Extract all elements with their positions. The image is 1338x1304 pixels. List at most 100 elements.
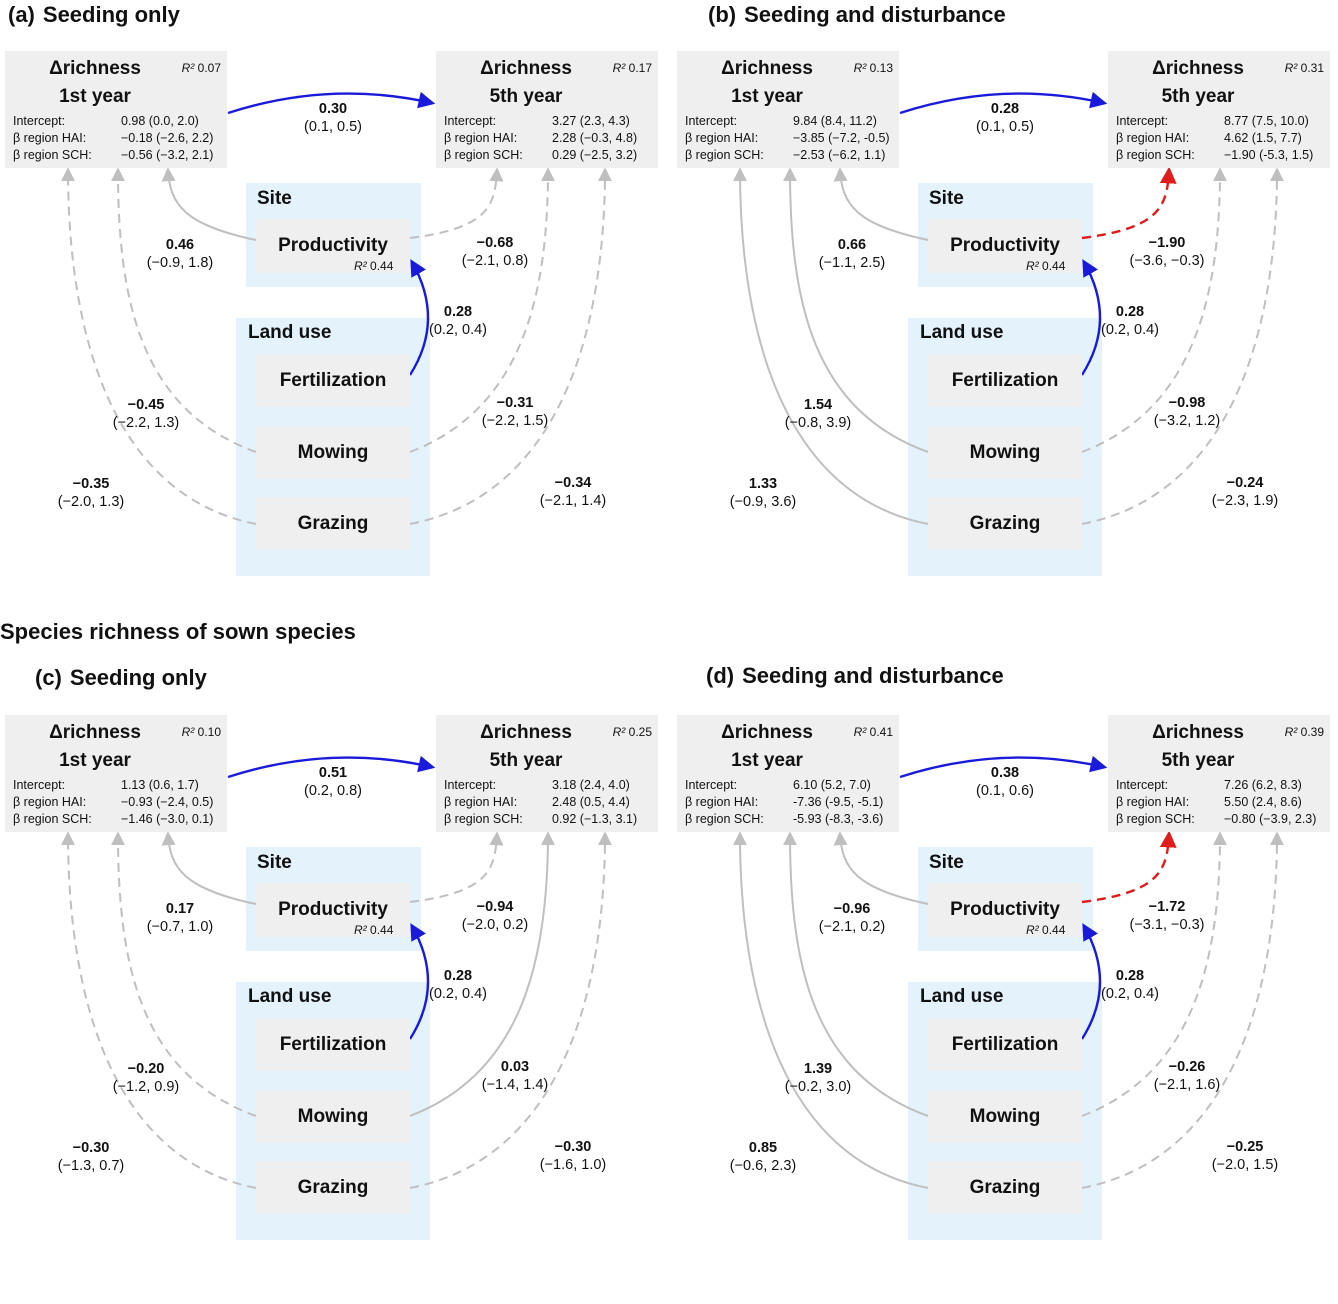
intercept-label: Intercept:: [13, 778, 66, 792]
path-graz-y5: [409, 831, 612, 1189]
sem-panel-a: (a) Seeding only Site Land use Δrichness 1…: [0, 0, 669, 640]
richness-year1-node: Δrichness 1st year R² 0.13 Intercept: 9.84…: [677, 51, 899, 168]
panel-title-text: Seeding and disturbance: [744, 2, 1006, 27]
productivity-r2: R² 0.44: [1026, 259, 1065, 273]
productivity-node: Productivity: [928, 883, 1082, 937]
path-prod-y5: [1081, 830, 1177, 904]
coef-ci: (0.1, 0.5): [303, 119, 363, 135]
coef-ci: (0.2, 0.4): [428, 986, 488, 1002]
fertilization-node: Fertilization: [928, 1018, 1082, 1071]
coef-ci: (0.1, 0.6): [975, 783, 1035, 799]
coef-ci: (−0.6, 2.3): [729, 1158, 797, 1174]
r2-prefix: R²: [181, 725, 195, 739]
path-y1-y5: [899, 91, 1108, 115]
coef-value: −0.68: [476, 235, 514, 251]
beta-hai-value: 2.28 (−0.3, 4.8): [552, 131, 638, 145]
coef-mow-y1: −0.45 (−2.2, 1.3): [91, 396, 201, 432]
coef-value: 1.39: [803, 1061, 833, 1077]
beta-hai-value: 5.50 (2.4, 8.6): [1224, 795, 1302, 809]
beta-sch-label: β region SCH:: [1116, 148, 1195, 162]
intercept-value: 6.10 (5.2, 7.0): [793, 778, 871, 792]
richness-year1-node: Δrichness 1st year R² 0.10 Intercept: 1.13…: [5, 715, 227, 832]
r2-number: 0.17: [628, 61, 652, 75]
mowing-node: Mowing: [256, 1090, 410, 1143]
path-arrows: [61, 91, 612, 525]
path-mow-y1: [111, 831, 257, 1117]
richness-year1-node: Δrichness 1st year R² 0.41 Intercept: 6.10…: [677, 715, 899, 832]
path-mow-y5: [1081, 831, 1227, 1117]
r2-prefix: R²: [354, 923, 367, 937]
land-use-label: Land use: [248, 986, 332, 1007]
coef-prod-y5: −1.72 (−3.1, −0.3): [1112, 898, 1222, 934]
r2-prefix: R²: [1026, 923, 1039, 937]
coef-mow-y5: −0.98 (−3.2, 1.2): [1132, 394, 1242, 430]
intercept-value: 3.27 (2.3, 4.3): [552, 114, 630, 128]
coef-value: −0.96: [833, 901, 871, 917]
coef-value: 0.28: [443, 304, 473, 320]
beta-hai-label: β region HAI:: [1116, 131, 1190, 145]
site-label: Site: [257, 188, 292, 209]
land-use-label: Land use: [920, 986, 1004, 1007]
richness-year5-node: Δrichness 5th year R² 0.39 Intercept: 7.26…: [1108, 715, 1330, 832]
mowing-node: Mowing: [928, 1090, 1082, 1143]
beta-hai-label: β region HAI:: [444, 795, 518, 809]
intercept-label: Intercept:: [685, 114, 738, 128]
year-label: 1st year: [731, 750, 803, 771]
r2-number: 0.25: [628, 725, 652, 739]
r2-value: R² 0.10: [182, 725, 221, 739]
coef-value: 0.28: [990, 101, 1020, 117]
model-stats: Intercept: 1.13 (0.6, 1.7) β region HAI: −…: [13, 777, 213, 828]
r2-number: 0.07: [197, 61, 221, 75]
path-graz-y5: [409, 167, 612, 525]
path-prod-y5: [409, 167, 504, 239]
coef-ci: (−0.9, 1.8): [146, 255, 214, 271]
coef-value: −0.35: [72, 476, 110, 492]
richness-year5-title: Δrichness 5th year: [1108, 55, 1288, 111]
year-label: 5th year: [1161, 750, 1235, 771]
coef-graz-y1: 1.33 (−0.9, 3.6): [708, 475, 818, 511]
path-graz-y1: [733, 831, 929, 1189]
r2-value: R² 0.13: [854, 61, 893, 75]
intercept-value: 1.13 (0.6, 1.7): [121, 778, 199, 792]
coef-graz-y5: −0.34 (−2.1, 1.4): [518, 474, 628, 510]
intercept-value: 0.98 (0.0, 2.0): [121, 114, 199, 128]
richness-label: Δrichness: [721, 58, 813, 79]
coef-ci: (−2.2, 1.5): [481, 413, 549, 429]
coef-value: 0.28: [1115, 304, 1145, 320]
path-fert-prod: [1080, 923, 1102, 1040]
r2-number: 0.44: [1042, 923, 1066, 937]
coef-value: 1.54: [803, 397, 833, 413]
coef-mow-y5: 0.03 (−1.4, 1.4): [460, 1058, 570, 1094]
coef-ci: (−2.1, 0.2): [818, 919, 886, 935]
coef-ci: (0.2, 0.8): [303, 783, 363, 799]
coef-value: −1.72: [1148, 899, 1186, 915]
path-prod-y5: [409, 831, 504, 903]
year-label: 1st year: [731, 86, 803, 107]
coef-value: 0.03: [500, 1059, 530, 1075]
coef-value: −0.94: [476, 899, 514, 915]
coef-value: 0.28: [443, 968, 473, 984]
coef-ci: (−0.2, 3.0): [784, 1079, 852, 1095]
site-label: Site: [929, 188, 964, 209]
model-stats: Intercept: 3.18 (2.4, 4.0) β region HAI: 2…: [444, 777, 637, 828]
year-label: 5th year: [489, 86, 563, 107]
richness-label: Δrichness: [480, 58, 572, 79]
coef-value: 0.17: [165, 901, 195, 917]
beta-sch-label: β region SCH:: [13, 148, 92, 162]
path-y1-y5: [227, 755, 436, 779]
path-arrows: [733, 755, 1284, 1189]
model-stats: Intercept: 8.77 (7.5, 10.0) β region HAI:…: [1116, 113, 1313, 164]
productivity-node: Productivity: [256, 219, 410, 273]
coef-ci: (−1.2, 0.9): [112, 1079, 180, 1095]
panel-tag: (a): [8, 2, 35, 27]
richness-label: Δrichness: [721, 722, 813, 743]
r2-value: R² 0.07: [182, 61, 221, 75]
coef-fert-prod: 0.28 (0.2, 0.4): [1075, 303, 1185, 339]
beta-sch-value: -5.93 (-8.3, -3.6): [793, 812, 884, 826]
coef-y1-y5: 0.28 (0.1, 0.5): [950, 100, 1060, 136]
richness-year1-title: Δrichness 1st year: [677, 55, 857, 111]
coef-graz-y5: −0.24 (−2.3, 1.9): [1190, 474, 1300, 510]
r2-value: R² 0.41: [854, 725, 893, 739]
coef-y1-y5: 0.30 (0.1, 0.5): [278, 100, 388, 136]
coef-mow-y5: −0.31 (−2.2, 1.5): [460, 394, 570, 430]
